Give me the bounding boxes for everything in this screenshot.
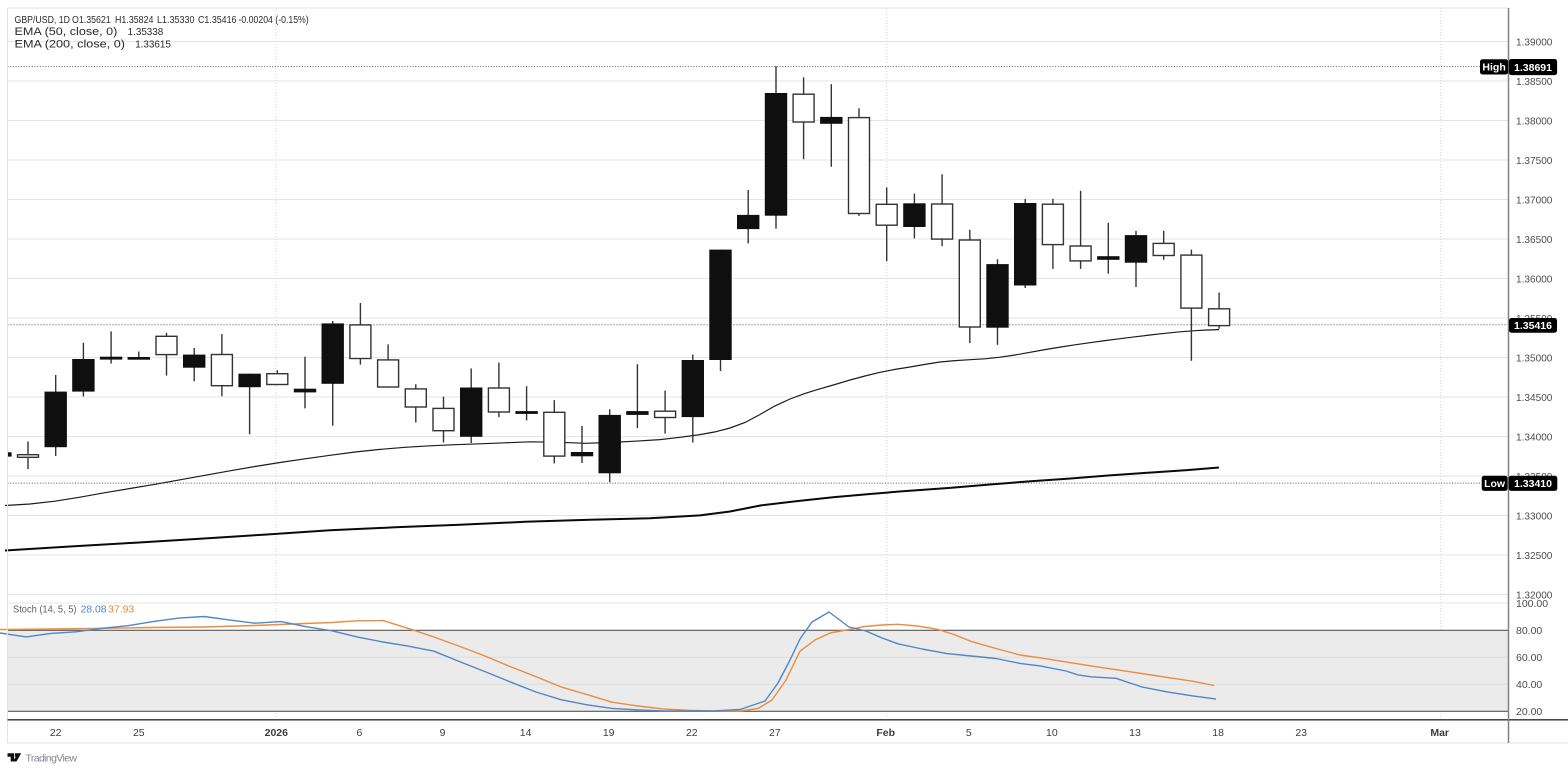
svg-text:Low: Low xyxy=(1484,478,1506,490)
svg-text:1.36000: 1.36000 xyxy=(1516,273,1553,285)
svg-text:19: 19 xyxy=(603,727,615,739)
svg-text:Feb: Feb xyxy=(876,727,895,739)
svg-text:1.32000: 1.32000 xyxy=(1516,589,1553,601)
svg-text:22: 22 xyxy=(686,727,698,739)
svg-text:14: 14 xyxy=(520,727,532,739)
svg-text:1.36500: 1.36500 xyxy=(1516,234,1553,246)
svg-text:1.37000: 1.37000 xyxy=(1516,194,1553,206)
svg-text:1.38691: 1.38691 xyxy=(1514,62,1552,74)
svg-text:80.00: 80.00 xyxy=(1516,625,1542,637)
svg-text:2026: 2026 xyxy=(265,727,289,739)
svg-text:1.33410: 1.33410 xyxy=(1514,478,1552,490)
svg-text:H1.35824: H1.35824 xyxy=(115,15,154,26)
svg-text:22: 22 xyxy=(50,727,62,739)
svg-text:L1.35330: L1.35330 xyxy=(157,15,195,26)
svg-text:10: 10 xyxy=(1046,727,1058,739)
svg-text:1.35416: 1.35416 xyxy=(1514,320,1552,332)
svg-text:TradingView: TradingView xyxy=(26,752,78,764)
svg-text:EMA (50, close, 0): EMA (50, close, 0) xyxy=(15,26,118,38)
svg-text:-0.00204 (-0.15%): -0.00204 (-0.15%) xyxy=(239,15,309,26)
svg-text:1.39000: 1.39000 xyxy=(1516,36,1553,48)
svg-text:1.33000: 1.33000 xyxy=(1516,510,1553,522)
svg-text:EMA (200, close, 0): EMA (200, close, 0) xyxy=(15,38,126,50)
svg-text:5: 5 xyxy=(966,727,972,739)
svg-text:Stoch (14, 5, 5): Stoch (14, 5, 5) xyxy=(13,605,77,616)
svg-text:1.38000: 1.38000 xyxy=(1516,115,1553,127)
svg-text:60.00: 60.00 xyxy=(1516,652,1542,664)
svg-text:1.37500: 1.37500 xyxy=(1516,155,1553,167)
svg-text:27: 27 xyxy=(769,727,781,739)
svg-text:23: 23 xyxy=(1295,727,1307,739)
svg-text:100.00: 100.00 xyxy=(1516,598,1548,610)
svg-text:40.00: 40.00 xyxy=(1516,679,1542,691)
svg-text:High: High xyxy=(1482,62,1505,74)
svg-text:1.34000: 1.34000 xyxy=(1516,431,1553,443)
svg-text:13: 13 xyxy=(1129,727,1141,739)
svg-text:1.38500: 1.38500 xyxy=(1516,76,1553,88)
svg-text:1.35338: 1.35338 xyxy=(128,26,164,38)
svg-text:1.35000: 1.35000 xyxy=(1516,352,1553,364)
svg-text:9: 9 xyxy=(440,727,446,739)
svg-text:GBP/USD, 1D: GBP/USD, 1D xyxy=(15,15,71,26)
svg-text:6: 6 xyxy=(356,727,362,739)
svg-text:1.32500: 1.32500 xyxy=(1516,550,1553,562)
svg-text:C1.35416: C1.35416 xyxy=(198,15,237,26)
svg-text:1.33615: 1.33615 xyxy=(135,38,171,50)
svg-text:1.34500: 1.34500 xyxy=(1516,392,1553,404)
svg-text:28.08: 28.08 xyxy=(81,605,107,616)
svg-text:18: 18 xyxy=(1212,727,1224,739)
svg-text:37.93: 37.93 xyxy=(108,605,134,616)
svg-text:Mar: Mar xyxy=(1430,727,1449,739)
svg-text:25: 25 xyxy=(133,727,145,739)
svg-text:O1.35621: O1.35621 xyxy=(72,15,111,26)
svg-text:20.00: 20.00 xyxy=(1516,706,1542,718)
